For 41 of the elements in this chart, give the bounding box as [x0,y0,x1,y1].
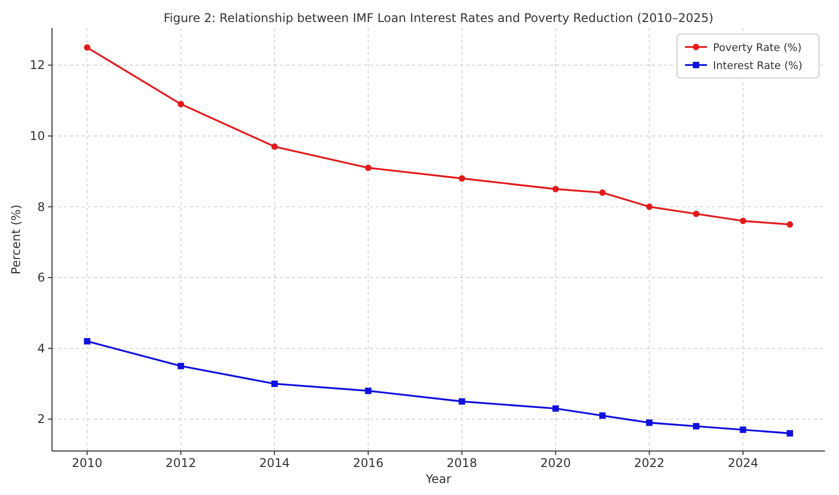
point [271,143,278,150]
x-tick-label: 2012 [166,456,196,470]
point [458,398,466,405]
point [552,186,559,192]
point [740,426,746,433]
point [178,100,184,108]
point [599,189,606,196]
x-tick-label: 2010 [72,456,102,470]
point [692,423,700,430]
legend-label: Interest Rate (%) [713,60,802,72]
x-tick-label: 2020 [540,456,571,470]
y-tick-label: 8 [37,200,45,214]
point [740,218,746,224]
y-axis-title: Percent (%) [9,204,23,274]
point [786,221,794,228]
x-tick-label: 2018 [446,456,478,470]
point [646,204,653,210]
point [458,175,466,182]
x-tick-label: 2024 [728,456,758,470]
point [84,338,90,344]
point [271,380,278,387]
x-axis-title: Year [424,472,452,486]
y-tick-label: 10 [30,128,45,143]
legend-label: Poverty Rate (%) [713,42,802,54]
point [84,44,90,51]
point [646,419,653,426]
point [178,362,184,370]
y-tick-label: 6 [37,270,45,285]
point [599,412,606,419]
x-tick-label: 2014 [259,456,290,470]
point [365,164,372,172]
y-tick-label: 2 [37,412,45,426]
x-tick-label: 2016 [352,456,384,470]
y-tick-label: 4 [37,341,45,356]
point [552,405,559,412]
point [365,388,372,394]
point [692,210,700,218]
point [786,430,794,436]
chart-title: Figure 2: Relationship between IMF Loan Interest Rates and Poverty Reduction (2010–2025) [164,11,714,25]
x-tick-label: 2022 [634,456,665,470]
y-tick-label: 12 [30,58,45,72]
